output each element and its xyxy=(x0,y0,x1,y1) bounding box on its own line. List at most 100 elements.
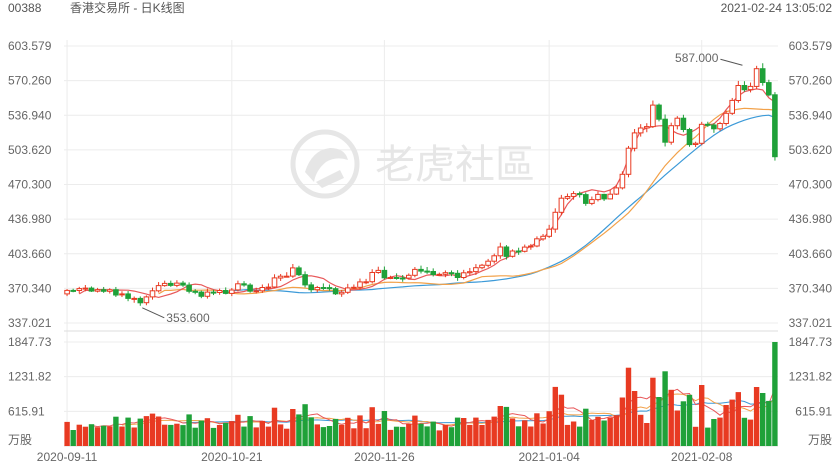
candle xyxy=(192,289,198,295)
volume-tick-right: 1231.82 xyxy=(789,370,833,384)
volume-bar xyxy=(277,424,284,446)
candle-body xyxy=(369,272,375,283)
volume-bar xyxy=(296,414,302,446)
candle-body xyxy=(521,246,528,252)
candle-body xyxy=(351,286,357,289)
candle xyxy=(149,287,156,300)
volume-bar xyxy=(613,415,619,446)
volume-bar xyxy=(760,393,766,446)
volume-bar xyxy=(552,386,558,446)
volume-bar xyxy=(515,426,522,446)
volume-bar xyxy=(699,385,705,446)
candle-body xyxy=(131,297,137,300)
candle xyxy=(644,123,650,133)
candle-body xyxy=(741,85,748,91)
candle xyxy=(546,224,553,239)
candle xyxy=(399,275,406,282)
candle xyxy=(345,283,351,295)
watermark-text: 老虎社區 xyxy=(375,142,535,188)
volume-bar xyxy=(656,397,662,446)
volume-bar xyxy=(577,426,583,446)
candle-body xyxy=(143,296,150,304)
candle xyxy=(412,267,418,278)
candle xyxy=(308,282,314,293)
candle-body xyxy=(308,284,314,291)
tiger-logo-icon xyxy=(290,129,360,199)
volume-bar xyxy=(107,426,113,446)
volume-tick-right: 1847.73 xyxy=(789,335,833,349)
volume-bar xyxy=(741,417,748,446)
volume-bar xyxy=(625,367,632,446)
volume-bar xyxy=(595,416,601,446)
price-tick-right: 403.660 xyxy=(789,247,833,261)
candle-body xyxy=(241,283,247,286)
candle xyxy=(753,65,760,90)
candle xyxy=(168,280,174,287)
volume-bar xyxy=(570,421,577,446)
volume-bar xyxy=(339,424,345,446)
volume-bar xyxy=(418,423,424,446)
candle xyxy=(723,110,729,126)
candle xyxy=(113,286,119,297)
volume-bar xyxy=(692,426,699,446)
price-tick-left: 403.660 xyxy=(8,247,52,261)
volume-bar xyxy=(766,400,772,446)
candle-body xyxy=(320,287,327,289)
volume-bar xyxy=(442,424,449,446)
low-annotation-leader xyxy=(142,307,165,319)
volume-bar xyxy=(485,419,491,446)
volume-ma20-line xyxy=(182,399,776,424)
volume-bar xyxy=(88,424,95,446)
volume-bar xyxy=(265,426,272,446)
candle-body xyxy=(186,284,192,292)
volume-bar xyxy=(357,415,363,446)
candle-body xyxy=(94,289,101,292)
candle xyxy=(454,270,461,281)
candle xyxy=(668,122,675,145)
volume-bar xyxy=(717,417,723,446)
volume-bar xyxy=(473,417,479,446)
candle xyxy=(534,236,540,248)
volume-bar xyxy=(680,401,687,446)
price-annotations: 587.000 353.600 xyxy=(142,51,743,325)
volume-bar xyxy=(705,427,711,446)
candle-body xyxy=(192,290,198,293)
candle-body xyxy=(509,250,516,257)
candle-body xyxy=(283,275,290,278)
candle-body xyxy=(460,272,467,278)
candle xyxy=(76,286,83,294)
volume-bar xyxy=(271,407,278,446)
candle xyxy=(265,283,272,291)
candle-body xyxy=(253,290,259,293)
candle-body xyxy=(363,281,369,284)
volume-bar xyxy=(223,422,229,446)
volume-bar xyxy=(686,394,693,446)
candle-body xyxy=(259,287,266,292)
candle-body xyxy=(229,289,235,294)
candle xyxy=(94,287,101,293)
stock-name: 香港交易所 - 日K线图 xyxy=(70,0,185,15)
volume-bar xyxy=(528,426,534,446)
volume-bar xyxy=(619,397,626,446)
price-tick-right: 337.021 xyxy=(789,316,833,330)
candle-body xyxy=(546,228,553,237)
volume-unit-right: 万股 xyxy=(808,433,832,447)
candle-body xyxy=(747,85,754,91)
candle xyxy=(521,244,528,253)
candle xyxy=(729,97,736,115)
candle xyxy=(692,141,699,147)
candle xyxy=(552,208,559,233)
candle-body xyxy=(540,235,546,240)
candle xyxy=(570,191,577,200)
candle xyxy=(174,280,180,288)
volume-bar xyxy=(534,413,540,446)
timestamp: 2021-02-24 13:05:02 xyxy=(721,1,833,15)
volume-bar xyxy=(320,427,327,446)
candle-body xyxy=(222,290,229,294)
candle-body xyxy=(88,287,95,292)
candle xyxy=(253,287,259,294)
candle xyxy=(460,269,467,280)
volume-bar xyxy=(644,423,650,446)
candle-body xyxy=(247,284,253,292)
